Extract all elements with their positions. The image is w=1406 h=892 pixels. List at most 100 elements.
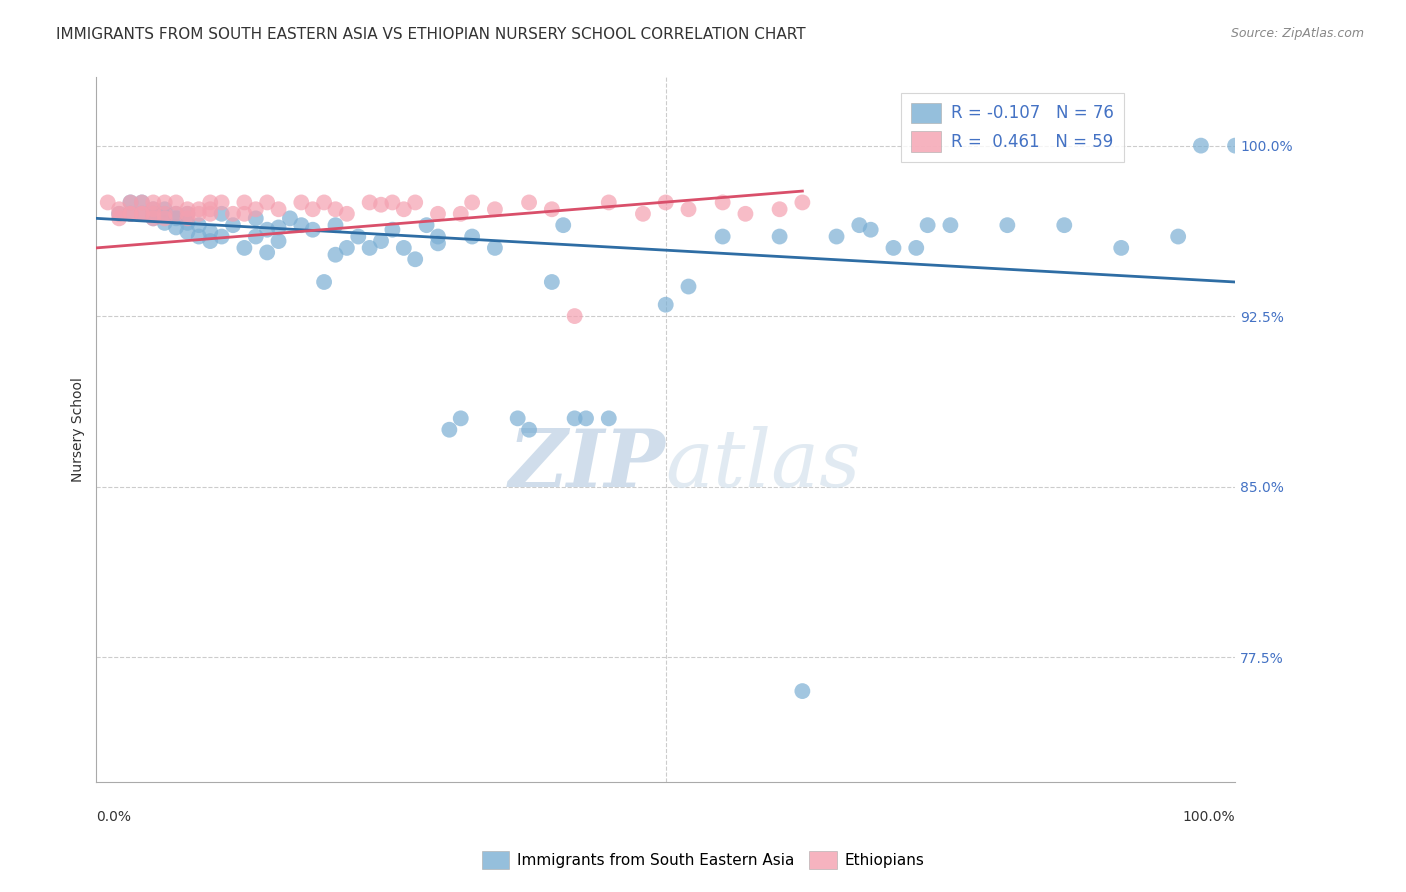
Point	[233, 207, 256, 221]
Point	[267, 234, 290, 248]
Point	[995, 218, 1018, 232]
Point	[153, 207, 176, 221]
Point	[211, 195, 233, 210]
Point	[301, 223, 323, 237]
Point	[392, 241, 415, 255]
Point	[575, 411, 598, 425]
Point	[1223, 138, 1246, 153]
Point	[325, 202, 347, 217]
Y-axis label: Nursery School: Nursery School	[72, 377, 86, 483]
Point	[176, 225, 198, 239]
Point	[120, 207, 142, 221]
Point	[187, 202, 209, 217]
Point	[1109, 241, 1132, 255]
Point	[108, 202, 131, 217]
Point	[1053, 218, 1076, 232]
Point	[678, 202, 700, 217]
Point	[450, 411, 472, 425]
Point	[187, 207, 209, 221]
Point	[1167, 229, 1189, 244]
Point	[484, 241, 506, 255]
Point	[484, 202, 506, 217]
Point	[768, 202, 790, 217]
Point	[176, 216, 198, 230]
Point	[176, 202, 198, 217]
Point	[848, 218, 870, 232]
Point	[165, 207, 187, 221]
Point	[142, 207, 165, 221]
Point	[768, 229, 790, 244]
Point	[142, 211, 165, 226]
Point	[461, 195, 484, 210]
Point	[734, 207, 756, 221]
Point	[200, 225, 222, 239]
Point	[359, 241, 381, 255]
Point	[598, 411, 620, 425]
Point	[233, 195, 256, 210]
Point	[381, 223, 404, 237]
Point	[347, 229, 370, 244]
Point	[245, 229, 267, 244]
Point	[517, 195, 540, 210]
Point	[187, 229, 209, 244]
Point	[370, 234, 392, 248]
Point	[325, 248, 347, 262]
Point	[939, 218, 962, 232]
Point	[506, 411, 529, 425]
Point	[290, 218, 312, 232]
Point	[120, 207, 142, 221]
Point	[131, 195, 153, 210]
Point	[120, 207, 142, 221]
Point	[120, 195, 142, 210]
Point	[404, 252, 426, 267]
Point	[654, 195, 676, 210]
Point	[176, 211, 198, 226]
Point	[314, 275, 336, 289]
Point	[97, 195, 120, 210]
Point	[187, 218, 209, 232]
Point	[211, 207, 233, 221]
Point	[256, 223, 278, 237]
Text: IMMIGRANTS FROM SOUTH EASTERN ASIA VS ETHIOPIAN NURSERY SCHOOL CORRELATION CHART: IMMIGRANTS FROM SOUTH EASTERN ASIA VS ET…	[56, 27, 806, 42]
Point	[200, 195, 222, 210]
Point	[200, 202, 222, 217]
Point	[301, 202, 323, 217]
Point	[153, 211, 176, 226]
Legend: Immigrants from South Eastern Asia, Ethiopians: Immigrants from South Eastern Asia, Ethi…	[475, 845, 931, 875]
Point	[165, 207, 187, 221]
Point	[165, 211, 187, 226]
Text: ZIP: ZIP	[509, 426, 665, 504]
Point	[792, 195, 814, 210]
Point	[917, 218, 939, 232]
Point	[176, 207, 198, 221]
Point	[859, 223, 882, 237]
Point	[233, 241, 256, 255]
Point	[142, 202, 165, 217]
Point	[711, 229, 734, 244]
Point	[381, 195, 404, 210]
Text: 0.0%: 0.0%	[97, 810, 131, 824]
Point	[222, 218, 245, 232]
Point	[211, 229, 233, 244]
Point	[153, 207, 176, 221]
Point	[1189, 138, 1212, 153]
Point	[142, 207, 165, 221]
Point	[165, 195, 187, 210]
Point	[153, 216, 176, 230]
Point	[564, 411, 586, 425]
Point	[200, 234, 222, 248]
Point	[314, 195, 336, 210]
Point	[678, 279, 700, 293]
Point	[142, 202, 165, 217]
Point	[882, 241, 904, 255]
Point	[439, 423, 461, 437]
Point	[120, 195, 142, 210]
Point	[540, 202, 562, 217]
Point	[461, 229, 484, 244]
Point	[517, 423, 540, 437]
Point	[165, 220, 187, 235]
Point	[131, 207, 153, 221]
Point	[222, 207, 245, 221]
Point	[427, 229, 450, 244]
Point	[142, 211, 165, 226]
